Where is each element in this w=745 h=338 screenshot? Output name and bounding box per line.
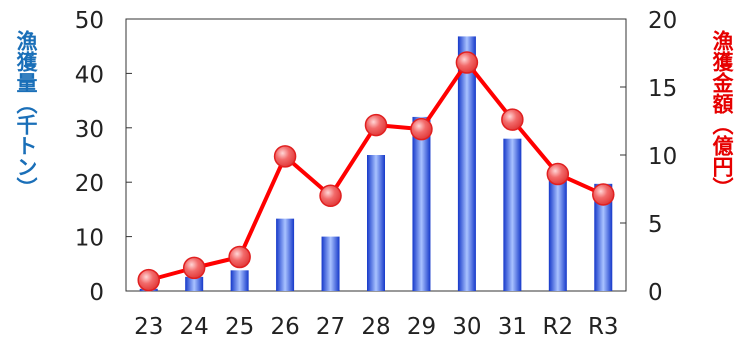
left-tick-label: 0 bbox=[89, 280, 104, 306]
bar-26 bbox=[276, 218, 295, 291]
point-27 bbox=[319, 184, 342, 208]
right-tick-label: 15 bbox=[648, 76, 677, 102]
right-tick-label: 10 bbox=[648, 144, 677, 170]
x-tick-label: 25 bbox=[225, 314, 254, 338]
right-tick-label: 0 bbox=[648, 280, 663, 306]
bar-R3 bbox=[594, 183, 613, 291]
x-tick-label: 29 bbox=[407, 314, 436, 338]
bar-29 bbox=[412, 116, 431, 291]
x-tick-label: 24 bbox=[180, 314, 209, 338]
point-23 bbox=[137, 268, 160, 292]
point-28 bbox=[364, 113, 388, 137]
left-tick-label: 50 bbox=[75, 8, 104, 34]
point-R2 bbox=[546, 162, 570, 186]
bar-28 bbox=[367, 155, 385, 291]
bar-25 bbox=[230, 270, 249, 291]
bar-24 bbox=[185, 276, 204, 291]
bar-31 bbox=[503, 138, 522, 291]
point-24 bbox=[182, 256, 206, 280]
x-tick-label: R3 bbox=[588, 314, 619, 338]
left-tick-label: 40 bbox=[75, 62, 104, 88]
x-tick-label: 28 bbox=[361, 314, 390, 338]
x-tick-label: 30 bbox=[452, 314, 481, 338]
point-30 bbox=[455, 51, 479, 74]
x-tick-label: R2 bbox=[543, 314, 574, 338]
point-R3 bbox=[592, 183, 615, 206]
right-tick-label: 20 bbox=[648, 8, 677, 34]
left-axis-label: 漁獲量（千トン） bbox=[14, 30, 38, 198]
right-axis-label: 漁獲金額（億円） bbox=[710, 30, 734, 198]
left-tick-label: 30 bbox=[75, 117, 104, 143]
point-26 bbox=[273, 145, 297, 168]
left-tick-label: 20 bbox=[75, 171, 104, 197]
x-tick-label: 26 bbox=[270, 314, 299, 338]
bar-27 bbox=[321, 236, 340, 291]
bar-R2 bbox=[548, 168, 567, 291]
x-tick-label: 23 bbox=[134, 314, 163, 338]
point-25 bbox=[228, 245, 251, 269]
point-29 bbox=[410, 117, 433, 141]
x-tick-label: 27 bbox=[316, 314, 345, 338]
right-tick-label: 5 bbox=[648, 212, 663, 238]
bar-30 bbox=[457, 36, 476, 291]
x-tick-label: 31 bbox=[498, 314, 527, 338]
left-tick-label: 10 bbox=[75, 226, 104, 252]
point-31 bbox=[501, 108, 524, 131]
